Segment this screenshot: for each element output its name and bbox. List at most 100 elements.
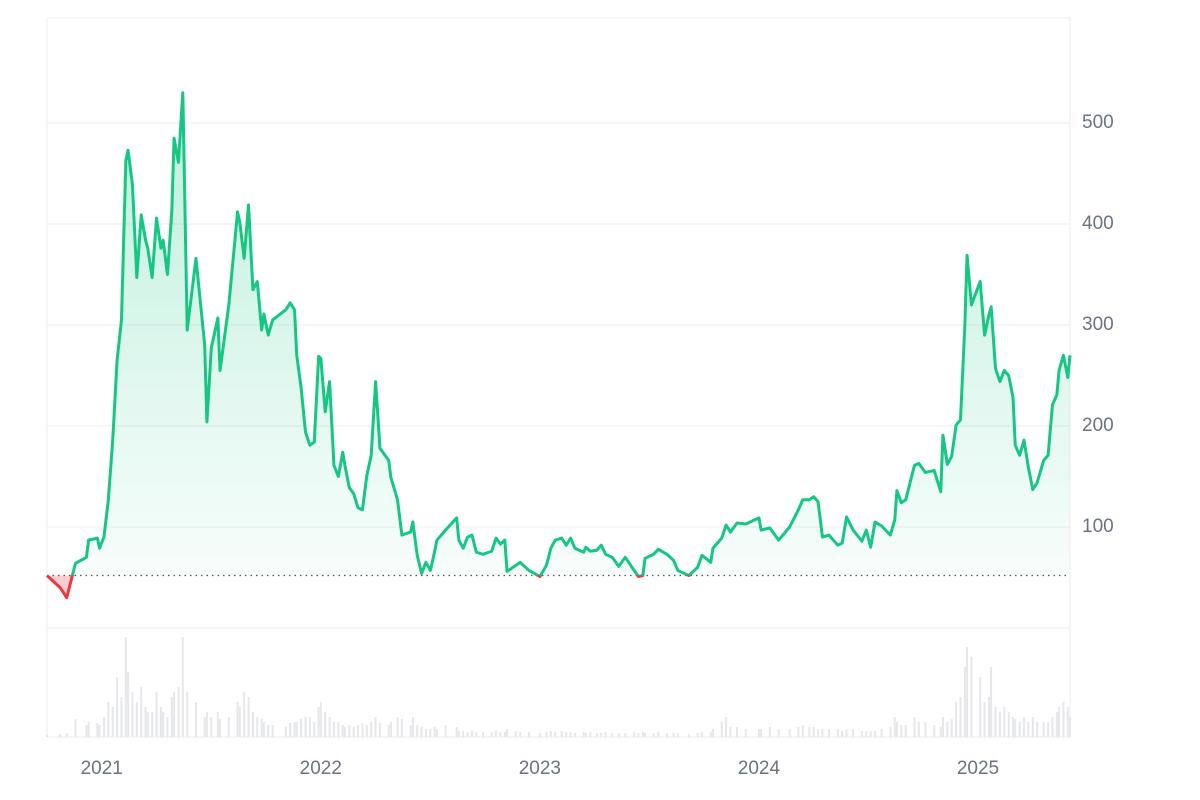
volume-bar — [170, 697, 173, 737]
y-tick-label: 100 — [1082, 516, 1114, 537]
y-tick-label: 500 — [1082, 112, 1114, 133]
volume-bar — [87, 722, 90, 737]
volume-bar — [166, 717, 169, 737]
volume-bar — [1031, 717, 1034, 737]
volume-bar — [357, 725, 360, 737]
volume-bar — [959, 697, 962, 737]
volume-bar — [874, 731, 877, 737]
volume-bar — [271, 725, 274, 737]
volume-bar — [924, 722, 927, 737]
x-tick-label: 2021 — [81, 758, 123, 779]
volume-bar — [900, 725, 903, 737]
volume-bar — [828, 729, 831, 737]
volume-bar — [569, 732, 572, 737]
volume-bar — [895, 722, 898, 737]
volume-bar — [657, 732, 660, 737]
volume-bar — [409, 725, 412, 737]
volume-bar — [865, 731, 868, 737]
volume-bar — [617, 733, 620, 737]
volume-bar — [65, 733, 68, 737]
volume-bar — [917, 722, 920, 737]
volume-bar — [720, 722, 723, 737]
volume-bar — [256, 717, 259, 737]
volume-bar — [797, 727, 800, 737]
volume-bar — [676, 733, 679, 737]
volume-bar — [760, 729, 763, 737]
volume-bar — [506, 729, 509, 737]
volume-bar — [889, 727, 892, 737]
volume-bar — [869, 731, 872, 737]
volume-bar — [127, 672, 130, 737]
volume-bar — [913, 717, 916, 737]
volume-bar — [319, 702, 322, 737]
volume-bar — [600, 733, 603, 737]
price-line-up — [46, 91, 1072, 576]
volume-bar — [808, 727, 811, 737]
volume-bar — [983, 702, 986, 737]
volume-bar — [348, 725, 351, 737]
volume-bar — [573, 733, 576, 737]
volume-bar — [46, 735, 48, 737]
volume-bar — [243, 692, 246, 737]
volume-bar — [420, 727, 423, 737]
volume-bar — [424, 729, 427, 737]
volume-bar — [933, 725, 936, 737]
volume-bar — [159, 707, 162, 737]
volume-bar — [1042, 722, 1045, 737]
volume-bar — [729, 727, 732, 737]
volume-bar — [852, 729, 855, 737]
volume-bar — [709, 732, 712, 737]
volume-bar — [416, 725, 419, 737]
volume-bar — [247, 697, 250, 737]
y-tick-label: 200 — [1082, 415, 1114, 436]
volume-bar — [210, 717, 213, 737]
volume-bar — [1022, 717, 1025, 737]
volume-bar — [267, 725, 270, 737]
volume-bar — [950, 719, 953, 737]
volume-bar — [102, 717, 105, 737]
volume-bar — [700, 732, 703, 737]
volume-bar — [904, 725, 907, 737]
volume-bar — [990, 667, 993, 737]
volume-bar — [595, 733, 598, 737]
volume-bar — [444, 725, 447, 737]
volume-bar — [140, 687, 143, 737]
volume-bar — [466, 732, 469, 737]
volume-bar — [162, 712, 165, 737]
volume-bar — [227, 717, 230, 737]
x-tick-label: 2025 — [957, 758, 999, 779]
volume-bar — [238, 707, 241, 737]
volume-bar — [1012, 717, 1015, 737]
volume-bar — [768, 727, 771, 737]
volume-bar — [979, 677, 982, 737]
volume-bar — [1051, 717, 1054, 737]
volume-bar — [284, 727, 287, 737]
volume-bar — [433, 727, 436, 737]
y-tick-label: 300 — [1082, 314, 1114, 335]
volume-bar — [146, 712, 149, 737]
volume-bar — [801, 725, 804, 737]
volume-bar — [672, 733, 675, 737]
volume-bar — [411, 717, 414, 737]
volume-bar — [304, 717, 307, 737]
volume-bar — [495, 731, 498, 737]
volume-bar — [966, 647, 969, 737]
volume-bar — [560, 731, 563, 737]
volume-bar — [313, 722, 316, 737]
y-tick-label: 400 — [1082, 213, 1114, 234]
volume-bar — [181, 637, 184, 737]
volume-bar — [644, 733, 647, 737]
volume-bar — [624, 733, 627, 737]
volume-bar — [396, 717, 399, 737]
volume-bar — [219, 719, 222, 737]
volume-bar — [308, 717, 311, 737]
volume-bar — [836, 729, 839, 737]
volume-bar — [300, 719, 303, 737]
volume-bar — [203, 717, 206, 737]
volume-bar — [116, 677, 119, 737]
volume-bar — [111, 707, 114, 737]
volume-bar — [604, 732, 607, 737]
volume-bar — [1055, 712, 1058, 737]
volume-bar — [120, 697, 123, 737]
volume-bar — [343, 727, 346, 737]
